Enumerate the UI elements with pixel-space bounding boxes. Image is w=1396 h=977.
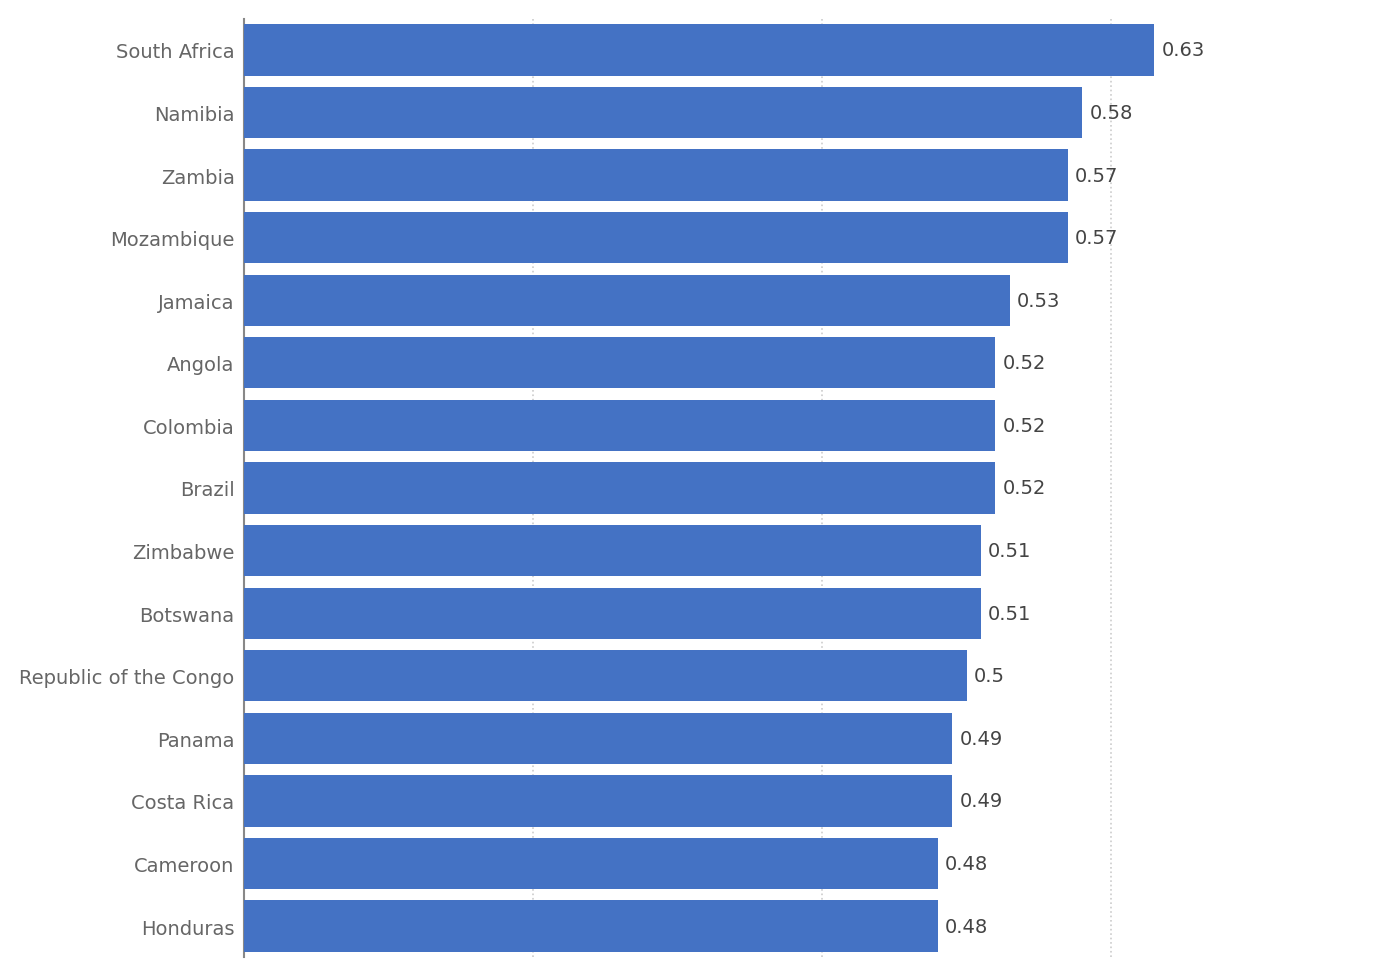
Text: 0.49: 0.49 bbox=[959, 729, 1002, 748]
Text: 0.63: 0.63 bbox=[1161, 41, 1205, 61]
Bar bbox=[244, 651, 966, 701]
Bar bbox=[244, 838, 938, 889]
Bar bbox=[244, 338, 995, 389]
Text: 0.48: 0.48 bbox=[945, 854, 988, 873]
Bar bbox=[244, 276, 1009, 326]
Text: 0.5: 0.5 bbox=[974, 666, 1005, 686]
Bar bbox=[244, 213, 1068, 264]
Text: 0.51: 0.51 bbox=[988, 541, 1032, 561]
Text: 0.52: 0.52 bbox=[1002, 416, 1046, 436]
Text: 0.57: 0.57 bbox=[1075, 166, 1118, 186]
Bar bbox=[244, 588, 981, 639]
Bar bbox=[244, 25, 1154, 76]
Bar bbox=[244, 463, 995, 514]
Text: 0.52: 0.52 bbox=[1002, 354, 1046, 373]
Text: 0.49: 0.49 bbox=[959, 791, 1002, 811]
Bar bbox=[244, 150, 1068, 201]
Bar bbox=[244, 901, 938, 952]
Text: 0.53: 0.53 bbox=[1018, 291, 1061, 311]
Bar bbox=[244, 776, 952, 827]
Text: 0.52: 0.52 bbox=[1002, 479, 1046, 498]
Text: 0.57: 0.57 bbox=[1075, 229, 1118, 248]
Text: 0.48: 0.48 bbox=[945, 916, 988, 936]
Bar bbox=[244, 526, 981, 576]
Bar bbox=[244, 88, 1082, 139]
Text: 0.51: 0.51 bbox=[988, 604, 1032, 623]
Text: 0.58: 0.58 bbox=[1089, 104, 1132, 123]
Bar bbox=[244, 401, 995, 451]
Bar bbox=[244, 713, 952, 764]
